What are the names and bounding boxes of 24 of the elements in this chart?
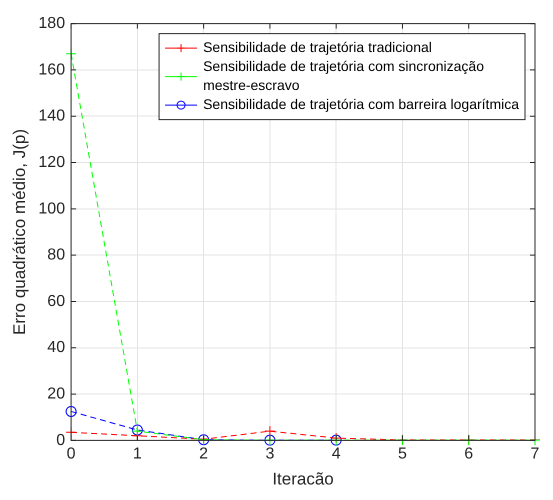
x-tick-label: 7 (530, 445, 540, 462)
y-axis-title: Erro quadrático médio, J(p) (10, 129, 29, 335)
y-tick-label: 120 (38, 154, 66, 171)
x-tick-label: 3 (265, 445, 274, 462)
y-tick-label: 180 (38, 15, 66, 32)
y-tick-label: 100 (38, 200, 66, 218)
legend-label: Sensibilidade de trajetória tradicional (203, 38, 432, 55)
y-tick-label: 80 (47, 246, 66, 264)
y-tick-label: 60 (47, 292, 66, 310)
y-tick-label: 140 (38, 108, 66, 125)
y-tick-label: 20 (47, 385, 66, 402)
x-tick-label: 6 (464, 445, 474, 462)
y-tick-label: 160 (38, 61, 66, 78)
y-tick-label: 0 (56, 432, 66, 449)
x-tick-label: 5 (398, 445, 408, 462)
legend-label: Sensibilidade de trajetória com sincronização mestre-escravo (203, 58, 484, 93)
legend-label: Sensibilidade de trajetória com barreira logarítmica (203, 96, 520, 112)
x-tick-label: 4 (332, 445, 341, 462)
x-tick-label: 1 (132, 445, 142, 462)
x-tick-label: 2 (199, 445, 208, 462)
point (264, 426, 276, 437)
point (66, 406, 77, 417)
x-axis-title: Iteracão (272, 469, 334, 488)
y-tick-label: 40 (47, 339, 66, 356)
